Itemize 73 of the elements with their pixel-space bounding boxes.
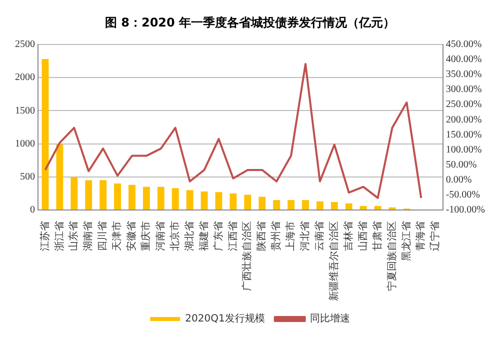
y2-tick-label: 0.00%	[446, 174, 472, 186]
bar	[316, 201, 324, 210]
bar	[114, 184, 121, 210]
y2-tick-label: 150.00%	[446, 129, 482, 140]
bar	[186, 190, 194, 210]
bar	[200, 191, 208, 210]
y-tick-label: 500	[20, 172, 35, 183]
x-tick-label: 山西省	[356, 221, 369, 251]
legend-label: 同比增速	[310, 312, 350, 325]
bar	[85, 180, 92, 210]
y2-tick-label: 400.00%	[446, 54, 482, 66]
x-tick-label: 河南省	[154, 221, 166, 251]
x-tick-label: 陕西省	[256, 221, 268, 251]
x-tick-label: 江西省	[226, 221, 239, 251]
bar	[70, 176, 78, 210]
x-tick-label: 山东省	[68, 221, 80, 251]
x-tick-label: 吉林省	[342, 221, 354, 251]
x-tick-label: 北京市	[168, 221, 181, 251]
bar	[56, 144, 64, 210]
y2-tick-label: 50.00%	[446, 159, 477, 170]
bar	[230, 193, 237, 210]
x-tick-label: 贵州省	[270, 221, 282, 251]
chart-title: 图 8：2020 年一季度各省城投债券发行情况（亿元）	[104, 15, 396, 30]
bar	[157, 186, 164, 210]
x-tick-label: 福建省	[198, 221, 210, 251]
bar	[302, 200, 309, 210]
x-tick-label: 辽宁省	[429, 221, 442, 251]
x-tick-label: 安徽省	[126, 221, 138, 251]
bar	[172, 188, 179, 210]
y2-tick-label: 450.00%	[446, 39, 482, 50]
bar	[360, 206, 367, 210]
bar	[258, 196, 266, 210]
x-tick-label: 湖南省	[82, 221, 94, 251]
bar	[273, 200, 280, 210]
y2-tick-label: 100.00%	[446, 144, 482, 156]
x-tick-label: 湖北省	[183, 221, 196, 251]
y-tick-label: 1500	[15, 105, 35, 116]
bar	[142, 186, 150, 210]
x-tick-label: 广东省	[212, 221, 224, 251]
x-tick-label: 新疆维吾尔自治区	[328, 221, 340, 301]
x-tick-label: 河北省	[299, 221, 312, 251]
bar	[215, 192, 222, 210]
x-tick-label: 江苏省	[38, 221, 51, 251]
x-tick-label: 广西壮族自治区	[241, 221, 254, 291]
bar	[42, 58, 49, 210]
x-tick-label: 重庆市	[140, 221, 152, 251]
x-tick-label: 上海市	[284, 221, 297, 251]
bar	[100, 180, 107, 210]
x-tick-label: 浙江省	[53, 221, 66, 251]
x-tick-label: 青海省	[414, 221, 427, 251]
x-tick-label: 四川省	[96, 221, 109, 251]
legend-label: 2020Q1发行规模	[185, 312, 265, 325]
y2-tick-label: -50.00%	[446, 190, 480, 201]
y-tick-label: 1000	[15, 138, 35, 150]
x-tick-label: 宁夏回族自治区	[386, 221, 398, 291]
bar	[330, 202, 338, 210]
bar	[128, 184, 136, 210]
y2-tick-label: 350.00%	[446, 69, 482, 80]
y2-tick-label: 300.00%	[446, 84, 482, 96]
bar	[288, 200, 294, 210]
bar	[345, 203, 352, 210]
y-tick-label: 2000	[15, 72, 35, 84]
x-tick-label: 云南省	[314, 221, 326, 251]
bar	[244, 194, 252, 210]
bar	[374, 206, 382, 210]
x-tick-label: 天津市	[111, 221, 124, 251]
y2-tick-label: -100.00%	[446, 204, 486, 216]
y2-tick-label: 250.00%	[446, 99, 482, 110]
x-tick-label: 甘肃省	[371, 221, 384, 251]
y-tick-label: 2500	[15, 39, 35, 50]
y-tick-label: 0	[30, 204, 35, 216]
y2-tick-label: 200.00%	[446, 114, 482, 126]
x-tick-label: 黑龙江省	[400, 221, 412, 261]
